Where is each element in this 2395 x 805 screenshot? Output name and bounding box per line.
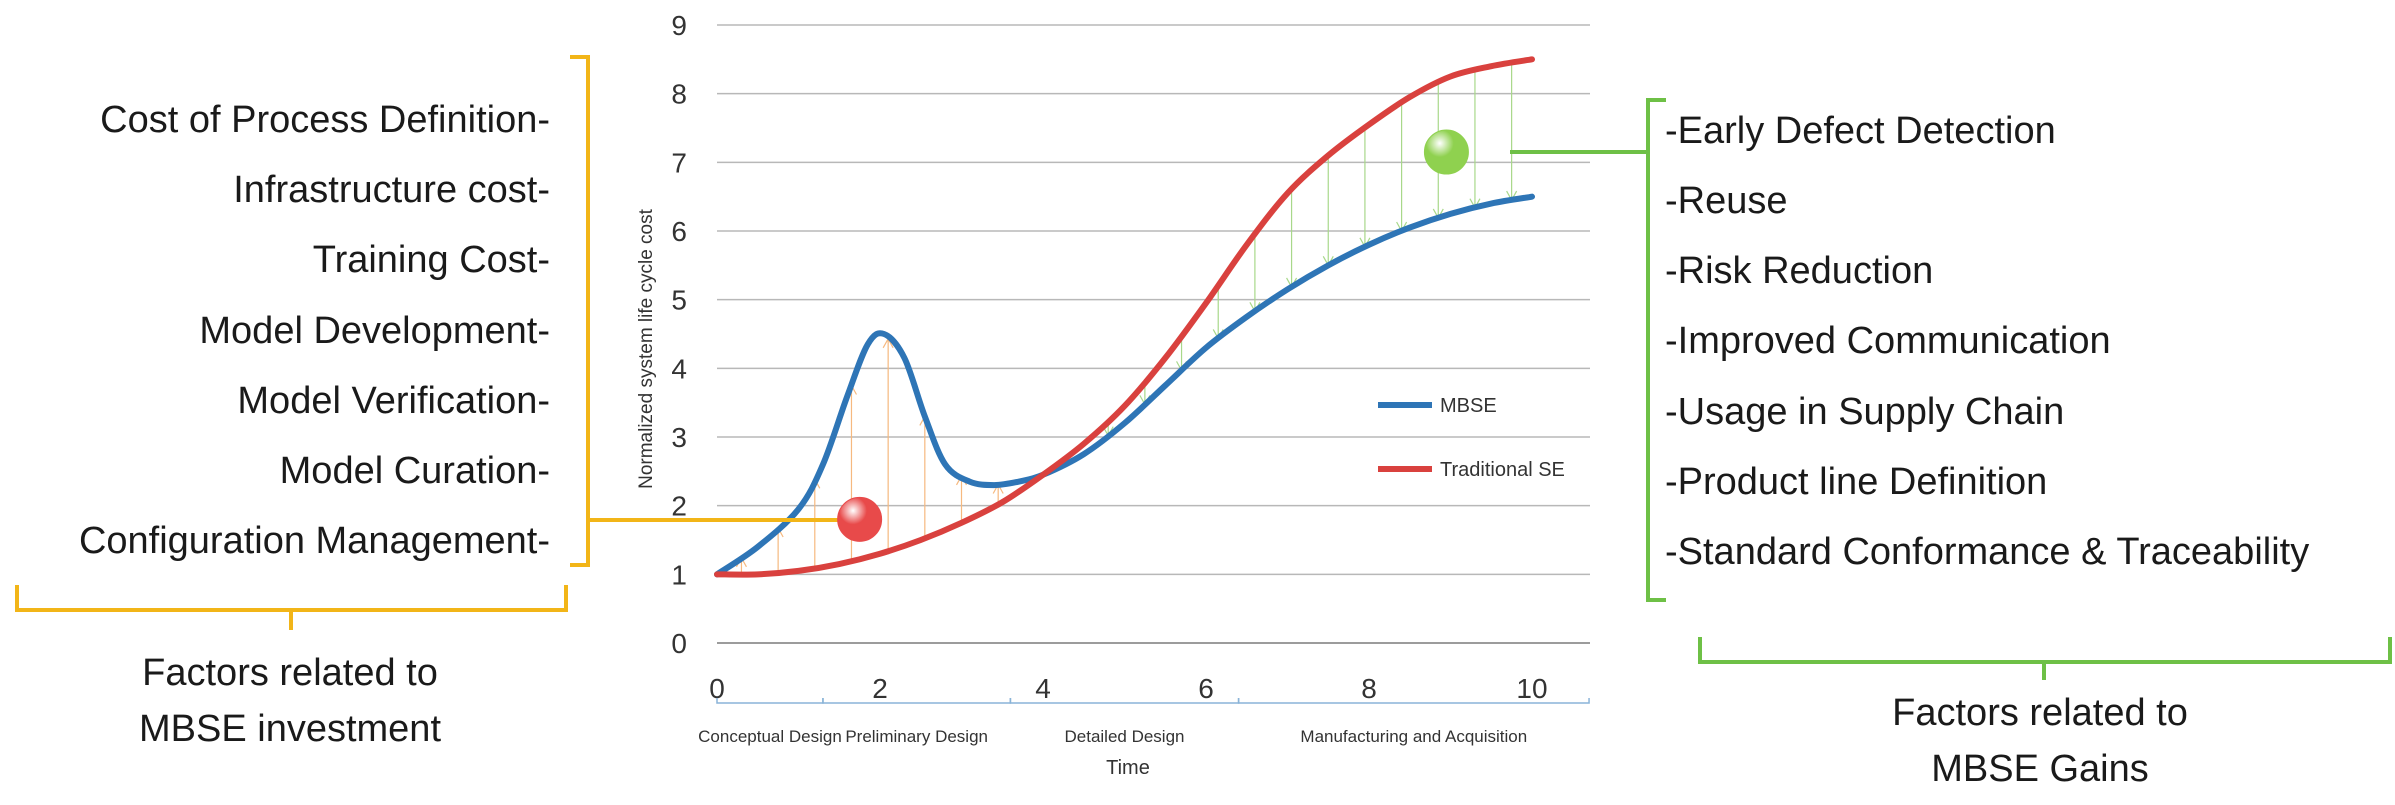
gains-marker bbox=[1423, 129, 1469, 175]
gains-caption: Factors related to MBSE Gains bbox=[1810, 685, 2270, 797]
investment-factor-item: Cost of Process Definition- bbox=[100, 99, 550, 141]
gains-factor-item: -Early Defect Detection bbox=[1665, 110, 2056, 152]
phase-label: Preliminary Design bbox=[845, 727, 988, 746]
investment-factor-item: Infrastructure cost- bbox=[233, 169, 550, 211]
axes: 0 1 2 3 4 5 6 7 8 9 0 2 4 6 8 10 Normalized system life … bbox=[636, 10, 1590, 779]
gains-factor-item: -Standard Conformance & Traceability bbox=[1665, 531, 2310, 573]
investment-marker bbox=[837, 496, 883, 542]
phase-bracket bbox=[822, 698, 1012, 704]
investment-caption-line1: Factors related to bbox=[142, 652, 438, 694]
brackets bbox=[15, 55, 2392, 680]
x-tick-label: 6 bbox=[1198, 673, 1214, 704]
x-tick-label: 2 bbox=[872, 673, 888, 704]
investment-factor-item: Model Development- bbox=[199, 310, 550, 352]
phase-label: Detailed Design bbox=[1064, 727, 1184, 746]
x-tick-label: 0 bbox=[709, 673, 725, 704]
investment-factor-item: Training Cost- bbox=[312, 239, 550, 281]
legend-label: Traditional SE bbox=[1440, 459, 1565, 481]
series-line-mbse bbox=[714, 193, 1535, 578]
gains-factor-item: -Improved Communication bbox=[1665, 320, 2111, 362]
x-tick-label: 4 bbox=[1035, 673, 1051, 704]
legend: MBSE Traditional SE bbox=[1378, 395, 1565, 481]
investment-caption-bracket bbox=[15, 585, 568, 630]
grid-lines bbox=[717, 24, 1590, 644]
investment-factor-item: Model Curation- bbox=[279, 450, 550, 492]
gains-factor-item: -Usage in Supply Chain bbox=[1665, 391, 2065, 433]
markers bbox=[837, 129, 1469, 542]
gains-caption-line1: Factors related to bbox=[1892, 692, 2188, 734]
y-tick-label: 5 bbox=[671, 285, 687, 316]
phase-label: Manufacturing and Acquisition bbox=[1300, 727, 1527, 746]
gains-factor-item: -Risk Reduction bbox=[1665, 250, 1934, 292]
y-tick-label: 6 bbox=[671, 216, 687, 247]
investment-bracket bbox=[570, 55, 590, 567]
phase-label: Conceptual Design bbox=[698, 727, 842, 746]
y-tick-label: 7 bbox=[671, 147, 687, 178]
y-tick-label: 9 bbox=[671, 10, 687, 41]
y-tick-label: 2 bbox=[671, 491, 687, 522]
legend-label: MBSE bbox=[1440, 395, 1497, 417]
x-tick-label: 8 bbox=[1361, 673, 1377, 704]
gains-factor-item: -Reuse bbox=[1665, 180, 1788, 222]
difference-hatching bbox=[735, 62, 1518, 575]
y-tick-label: 8 bbox=[671, 79, 687, 110]
gains-caption-line2: MBSE Gains bbox=[1931, 748, 2149, 790]
y-tick-label: 3 bbox=[671, 422, 687, 453]
investment-caption-line2: MBSE investment bbox=[139, 708, 441, 750]
y-tick-label: 4 bbox=[671, 353, 687, 384]
y-tick-label: 0 bbox=[671, 628, 687, 659]
y-axis-title: Normalized system life cycle cost bbox=[636, 208, 657, 489]
series-line-traditional bbox=[714, 56, 1535, 578]
x-axis-title: Time bbox=[1106, 757, 1150, 779]
phase-bracket bbox=[1237, 698, 1590, 704]
investment-factor-item: Configuration Management- bbox=[78, 520, 550, 562]
investment-factor-item: Model Verification- bbox=[237, 380, 550, 422]
y-tick-label: 1 bbox=[671, 559, 687, 590]
gains-caption-bracket bbox=[1698, 637, 2392, 680]
gains-bracket bbox=[1510, 98, 1666, 602]
gains-factor-item: -Product line Definition bbox=[1665, 461, 2048, 503]
investment-caption: Factors related to MBSE investment bbox=[60, 645, 520, 757]
phase-bracket bbox=[716, 698, 824, 704]
x-tick-label: 10 bbox=[1516, 673, 1547, 704]
series-lines bbox=[714, 56, 1535, 578]
